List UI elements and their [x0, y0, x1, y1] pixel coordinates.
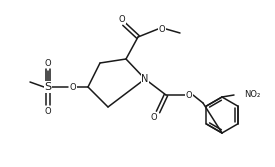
- Text: O: O: [45, 107, 51, 116]
- Text: O: O: [70, 82, 76, 92]
- Text: O: O: [119, 15, 125, 24]
- Text: NO₂: NO₂: [244, 90, 260, 99]
- Text: O: O: [159, 25, 165, 34]
- Text: N: N: [141, 74, 149, 84]
- Text: O: O: [45, 58, 51, 67]
- Text: S: S: [45, 82, 52, 92]
- Text: O: O: [151, 113, 157, 122]
- Text: O: O: [186, 91, 192, 100]
